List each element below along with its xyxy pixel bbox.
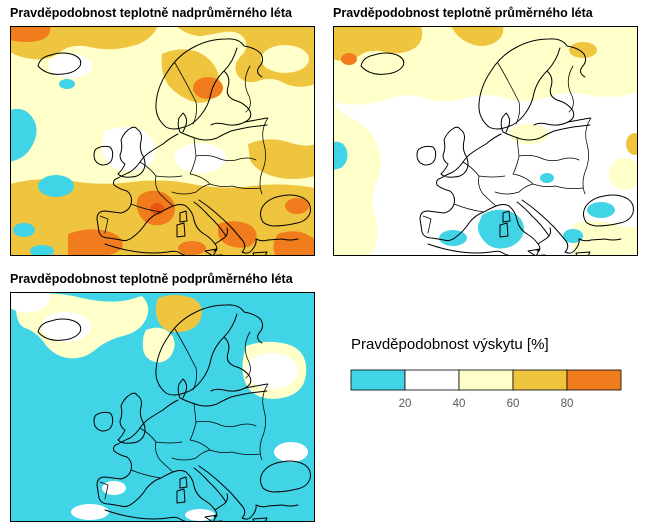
panel-title-below-average: Pravděpodobnost teplotně podprůměrného l…: [10, 272, 293, 286]
panel-average: Pravděpodobnost teplotně průměrného léta: [333, 6, 638, 256]
tick-label-80: 80: [561, 398, 574, 410]
colorbar-ticks: 20 40 60 80: [399, 398, 574, 410]
tick-label-60: 60: [507, 398, 520, 410]
colorbar-segment-cyan: [350, 369, 406, 391]
colorbar-segments: [350, 369, 622, 391]
panel-title-above-average: Pravděpodobnost teplotně nadprůměrného l…: [10, 6, 292, 20]
colorbar-segment-white: [404, 369, 460, 391]
white-probability-regions: [10, 292, 308, 521]
map-frame: [10, 26, 315, 256]
map-above-average: [10, 26, 315, 256]
cyan-probability-regions: [10, 79, 75, 256]
probability-colorbar: 20 40 60 80: [350, 369, 622, 410]
colorbar-segment-orange: [566, 369, 622, 391]
panel-below-average: Pravděpodobnost teplotně podprůměrného l…: [10, 272, 315, 522]
pale-yellow-probability-regions: [261, 45, 309, 73]
cyan-probability-regions: [333, 141, 615, 249]
legend-title: Pravděpodobnost výskytu [%]: [351, 336, 549, 353]
map-below-average: [10, 292, 315, 522]
colorbar-segment-pale-yellow: [458, 369, 514, 391]
map-frame: [333, 26, 638, 256]
gold-probability-regions: [333, 26, 638, 155]
colorbar-segment-gold: [512, 369, 568, 391]
tick-label-40: 40: [453, 398, 466, 410]
panel-above-average: Pravděpodobnost teplotně nadprůměrného l…: [10, 6, 315, 256]
panel-title-average: Pravděpodobnost teplotně průměrného léta: [333, 6, 593, 20]
map-frame: [10, 292, 315, 522]
map-average: [333, 26, 638, 256]
orange-probability-regions: [341, 53, 357, 65]
legend: Pravděpodobnost výskytu [%] 20 40 60 80: [350, 336, 622, 418]
tick-label-20: 20: [399, 398, 412, 410]
